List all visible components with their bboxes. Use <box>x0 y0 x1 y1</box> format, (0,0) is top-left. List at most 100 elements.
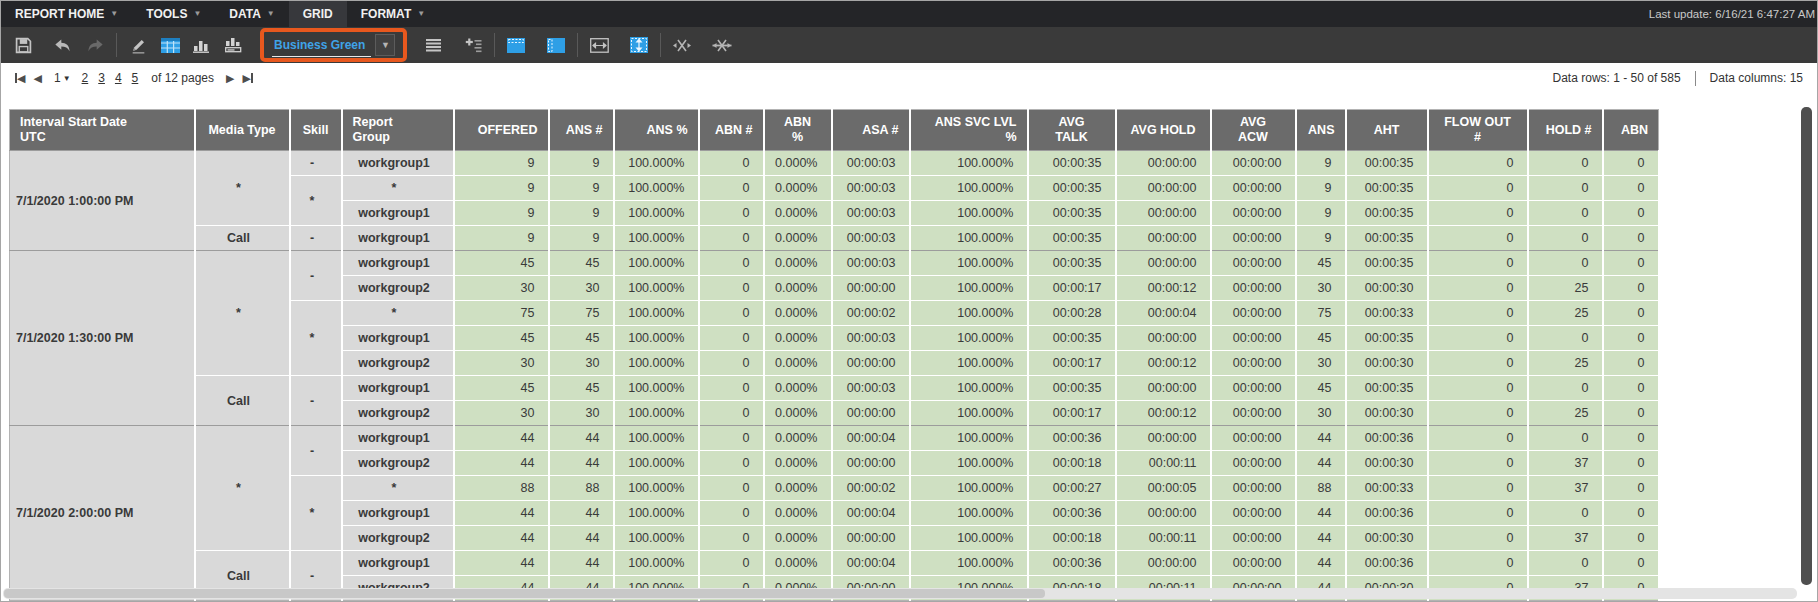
column-header[interactable]: ANS <box>1296 110 1346 151</box>
value-cell: 0 <box>699 326 764 351</box>
value-cell: 00:00:00 <box>1116 501 1211 526</box>
value-cell: 00:00:00 <box>1116 426 1211 451</box>
value-cell: 00:00:33 <box>1346 301 1428 326</box>
theme-highlight-box: Business Green ▼ <box>260 28 407 62</box>
media-type-cell: Call <box>195 376 290 426</box>
column-header[interactable]: Interval Start Date UTC <box>10 110 195 151</box>
vertical-scrollbar[interactable] <box>1801 107 1812 585</box>
table-row: Call-workgroup14545100.000%00.000%00:00:… <box>10 376 1659 401</box>
column-header[interactable]: ANS % <box>614 110 699 151</box>
value-cell: 100.000% <box>910 551 1028 576</box>
value-cell: 0 <box>1603 526 1659 551</box>
value-cell: 30 <box>549 276 614 301</box>
value-cell: 44 <box>454 451 549 476</box>
column-header[interactable]: HOLD # <box>1528 110 1603 151</box>
theme-dropdown[interactable]: Business Green ▼ <box>272 33 395 57</box>
value-cell: 44 <box>549 426 614 451</box>
horizontal-scrollbar-track[interactable] <box>3 588 1797 599</box>
menu-report-home[interactable]: REPORT HOME ▼ <box>1 1 132 27</box>
value-cell: 00:00:00 <box>1211 176 1296 201</box>
column-header[interactable]: AHT <box>1346 110 1428 151</box>
value-cell: 100.000% <box>910 476 1028 501</box>
current-page-dropdown[interactable]: 1 ▼ <box>54 71 71 85</box>
value-cell: 44 <box>454 526 549 551</box>
horizontal-scrollbar-thumb[interactable] <box>4 589 1045 598</box>
column-width-button[interactable] <box>583 30 615 60</box>
value-cell: 30 <box>1296 351 1346 376</box>
value-cell: 00:00:35 <box>1346 176 1428 201</box>
menu-data[interactable]: DATA ▼ <box>215 1 288 27</box>
last-page-button[interactable]: ▶ <box>242 72 252 85</box>
value-cell: 0 <box>1603 426 1659 451</box>
redo-button[interactable] <box>79 30 111 60</box>
value-cell: 0 <box>699 226 764 251</box>
header-column-button[interactable] <box>540 30 572 60</box>
column-header[interactable]: ABN <box>1603 110 1659 151</box>
page-link-5[interactable]: 5 <box>132 71 139 85</box>
column-header[interactable]: ANS # <box>549 110 614 151</box>
value-cell: 0 <box>1528 551 1603 576</box>
value-cell: 100.000% <box>614 326 699 351</box>
value-cell: 0 <box>1428 326 1528 351</box>
value-cell: 9 <box>454 201 549 226</box>
save-button[interactable] <box>7 30 39 60</box>
value-cell: 00:00:36 <box>1028 426 1116 451</box>
report-group-cell: workgroup2 <box>342 451 454 476</box>
value-cell: 100.000% <box>910 276 1028 301</box>
bar-chart-button[interactable] <box>186 30 218 60</box>
menu-tools[interactable]: TOOLS ▼ <box>132 1 215 27</box>
header-row-button[interactable] <box>500 30 532 60</box>
value-cell: 37 <box>1528 451 1603 476</box>
column-header[interactable]: ANS SVC LVL % <box>910 110 1028 151</box>
column-header[interactable]: OFFERED <box>454 110 549 151</box>
menu-format[interactable]: FORMAT ▼ <box>347 1 439 27</box>
page-link-2[interactable]: 2 <box>82 71 89 85</box>
column-header[interactable]: AVG ACW <box>1211 110 1296 151</box>
value-cell: 0 <box>1603 226 1659 251</box>
value-cell: 44 <box>1296 551 1346 576</box>
column-header[interactable]: ABN % <box>764 110 832 151</box>
column-header[interactable]: FLOW OUT # <box>1428 110 1528 151</box>
value-cell: 00:00:03 <box>832 326 910 351</box>
value-cell: 00:00:00 <box>1211 376 1296 401</box>
autofit-columns-button[interactable] <box>666 30 698 60</box>
column-header[interactable]: Skill <box>290 110 342 151</box>
row-height-button[interactable] <box>623 30 655 60</box>
dropdown-arrow-button[interactable]: ▼ <box>375 34 395 56</box>
chart-panel-button[interactable] <box>218 30 250 60</box>
skill-cell: * <box>290 176 342 226</box>
value-cell: 0.000% <box>764 326 832 351</box>
value-cell: 75 <box>454 301 549 326</box>
autofit-rows-icon <box>712 38 732 53</box>
column-header[interactable]: ABN # <box>699 110 764 151</box>
page-link-4[interactable]: 4 <box>115 71 122 85</box>
column-header[interactable]: ASA # <box>832 110 910 151</box>
toolbar-separator <box>577 33 578 57</box>
value-cell: 00:00:00 <box>1116 201 1211 226</box>
insert-rows-button[interactable] <box>457 30 489 60</box>
value-cell: 0 <box>1603 401 1659 426</box>
row-lines-button[interactable] <box>417 30 449 60</box>
column-header[interactable]: Report Group <box>342 110 454 151</box>
insert-rows-icon <box>465 38 482 53</box>
autofit-rows-button[interactable] <box>706 30 738 60</box>
menu-grid[interactable]: GRID <box>289 1 347 27</box>
value-cell: 44 <box>549 501 614 526</box>
next-page-button[interactable]: ▶ <box>226 72 234 85</box>
report-window: REPORT HOME ▼ TOOLS ▼ DATA ▼ GRID FORMAT… <box>0 0 1818 602</box>
report-group-cell: * <box>342 176 454 201</box>
page-link-3[interactable]: 3 <box>98 71 105 85</box>
value-cell: 00:00:00 <box>1211 151 1296 176</box>
value-cell: 00:00:03 <box>832 376 910 401</box>
column-header[interactable]: AVG TALK <box>1028 110 1116 151</box>
undo-button[interactable] <box>47 30 79 60</box>
value-cell: 0 <box>1428 476 1528 501</box>
previous-page-button[interactable]: ◀ <box>33 72 41 85</box>
first-page-button[interactable]: ◀ <box>15 72 25 85</box>
grid-view-button[interactable] <box>154 30 186 60</box>
edit-button[interactable] <box>122 30 154 60</box>
value-cell: 00:00:00 <box>1211 526 1296 551</box>
column-header[interactable]: Media Type <box>195 110 290 151</box>
toolbar-separator <box>116 33 117 57</box>
column-header[interactable]: AVG HOLD <box>1116 110 1211 151</box>
